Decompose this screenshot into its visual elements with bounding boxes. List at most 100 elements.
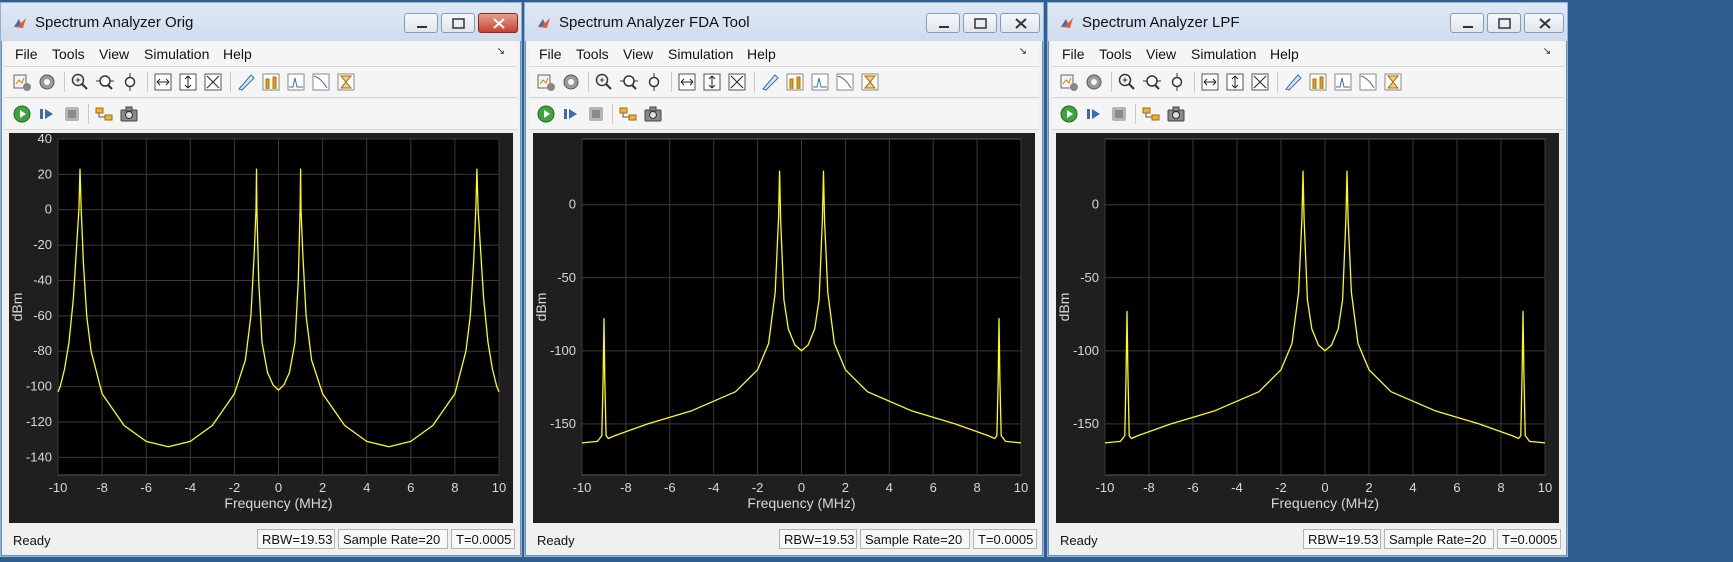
menu-simulation[interactable]: Simulation (668, 46, 734, 62)
title-bar[interactable]: Spectrum Analyzer FDA Tool (525, 3, 1043, 41)
peak-finder-icon[interactable] (785, 72, 805, 92)
zoom-y-icon[interactable] (1167, 72, 1187, 92)
spectrum-plot[interactable]: -10 -8 -6 -4 -2 0 2 4 6 8 1040200-20-40-60-80-100-… (9, 131, 515, 523)
menu-help[interactable]: Help (223, 46, 252, 62)
menu-file[interactable]: File (15, 46, 38, 62)
zoom-y-icon[interactable] (120, 72, 140, 92)
ccdf-measurements-icon[interactable] (860, 72, 880, 92)
scale-x-y-axes-icon[interactable] (153, 72, 173, 92)
menu-simulation[interactable]: Simulation (1191, 46, 1257, 62)
minimize-icon (1463, 26, 1473, 28)
menu-view[interactable]: View (1146, 46, 1177, 62)
scale-y-axis-icon[interactable] (702, 72, 722, 92)
peak-finder-icon[interactable] (261, 72, 281, 92)
channel-measurements-icon[interactable] (286, 72, 306, 92)
step-forward-icon[interactable] (561, 104, 581, 124)
snapshot-icon[interactable] (643, 104, 663, 124)
step-forward-icon[interactable] (1084, 104, 1104, 124)
status-ready: Ready (1060, 533, 1098, 548)
menu-help[interactable]: Help (1270, 46, 1299, 62)
scale-y-axis-icon[interactable] (178, 72, 198, 92)
menu-file[interactable]: File (539, 46, 562, 62)
toolbar-separator (588, 72, 589, 92)
block-parameters-icon[interactable] (12, 72, 32, 92)
run-icon[interactable] (536, 104, 556, 124)
step-forward-icon[interactable] (37, 104, 57, 124)
close-button[interactable] (478, 13, 518, 33)
scale-axes-limits-icon[interactable] (1250, 72, 1270, 92)
scale-x-y-axes-icon[interactable] (1200, 72, 1220, 92)
snapshot-icon[interactable] (1166, 104, 1186, 124)
scale-y-axis-icon[interactable] (1225, 72, 1245, 92)
toolbar-separator (612, 104, 613, 124)
ccdf-measurements-icon[interactable] (1383, 72, 1403, 92)
menu-simulation[interactable]: Simulation (144, 46, 210, 62)
dock-arrow-icon[interactable]: ↘ (1542, 46, 1551, 57)
zoom-in-icon[interactable] (1117, 72, 1137, 92)
maximize-button[interactable] (441, 13, 475, 33)
maximize-button[interactable] (963, 13, 997, 33)
block-parameters-icon[interactable] (1059, 72, 1079, 92)
settings-icon[interactable] (1084, 72, 1104, 92)
zoom-in-icon[interactable] (70, 72, 90, 92)
cursor-measurements-icon[interactable] (760, 72, 780, 92)
zoom-in-icon[interactable] (594, 72, 614, 92)
highlight-block-icon[interactable] (94, 104, 114, 124)
zoom-y-icon[interactable] (644, 72, 664, 92)
y-tick-label: 0 (45, 202, 52, 217)
run-icon[interactable] (12, 104, 32, 124)
channel-measurements-icon[interactable] (810, 72, 830, 92)
y-tick-label: 0 (569, 197, 576, 212)
menu-tools[interactable]: Tools (52, 46, 85, 62)
menu-file[interactable]: File (1062, 46, 1085, 62)
distortion-measurements-icon[interactable] (1358, 72, 1378, 92)
distortion-measurements-icon[interactable] (311, 72, 331, 92)
scale-x-y-axes-icon[interactable] (677, 72, 697, 92)
ccdf-measurements-icon[interactable] (336, 72, 356, 92)
scale-axes-limits-icon[interactable] (203, 72, 223, 92)
stop-icon[interactable] (62, 104, 82, 124)
spectrum-plot[interactable]: -10 -8 -6 -4 -2 0 2 4 6 8 10 0 -50 -100 -150 Frequency … (533, 133, 1037, 523)
cursor-measurements-icon[interactable] (236, 72, 256, 92)
snapshot-icon[interactable] (119, 104, 139, 124)
highlight-block-icon[interactable] (618, 104, 638, 124)
menu-help[interactable]: Help (747, 46, 776, 62)
stop-icon[interactable] (586, 104, 606, 124)
minimize-button[interactable] (926, 13, 960, 33)
peak-finder-icon[interactable] (1308, 72, 1328, 92)
zoom-x-icon[interactable] (95, 72, 115, 92)
title-bar[interactable]: Spectrum Analyzer Orig (1, 3, 521, 41)
stop-icon[interactable] (1109, 104, 1129, 124)
close-button[interactable] (1524, 13, 1564, 33)
menu-tools[interactable]: Tools (576, 46, 609, 62)
minimize-button[interactable] (1450, 13, 1484, 33)
spectrum-trace (581, 170, 1022, 444)
window-title: Spectrum Analyzer LPF (1082, 14, 1240, 31)
block-parameters-icon[interactable] (536, 72, 556, 92)
spectrum-plot[interactable]: -10 -8 -6 -4 -2 0 2 4 6 8 10 0 -50 -100 -150 Frequency … (1056, 133, 1561, 523)
zoom-x-icon[interactable] (1142, 72, 1162, 92)
status-sample-rate: Sample Rate=20 (860, 529, 970, 549)
highlight-block-icon[interactable] (1141, 104, 1161, 124)
distortion-measurements-icon[interactable] (835, 72, 855, 92)
toolbar-separator (1194, 72, 1195, 92)
dock-arrow-icon[interactable]: ↘ (496, 46, 505, 57)
menu-view[interactable]: View (99, 46, 130, 62)
settings-icon[interactable] (561, 72, 581, 92)
menu-tools[interactable]: Tools (1099, 46, 1132, 62)
close-button[interactable] (1000, 13, 1040, 33)
zoom-x-icon[interactable] (619, 72, 639, 92)
settings-icon[interactable] (37, 72, 57, 92)
scale-axes-limits-icon[interactable] (727, 72, 747, 92)
y-tick-label: -100 (26, 379, 52, 394)
dock-arrow-icon[interactable]: ↘ (1018, 46, 1027, 57)
y-tick-label: -140 (26, 449, 52, 464)
channel-measurements-icon[interactable] (1333, 72, 1353, 92)
cursor-measurements-icon[interactable] (1283, 72, 1303, 92)
menu-view[interactable]: View (623, 46, 654, 62)
maximize-button[interactable] (1487, 13, 1521, 33)
minimize-button[interactable] (404, 13, 438, 33)
title-bar[interactable]: Spectrum Analyzer LPF (1048, 3, 1567, 41)
run-icon[interactable] (1059, 104, 1079, 124)
x-tick-label: -4 (1231, 480, 1243, 495)
